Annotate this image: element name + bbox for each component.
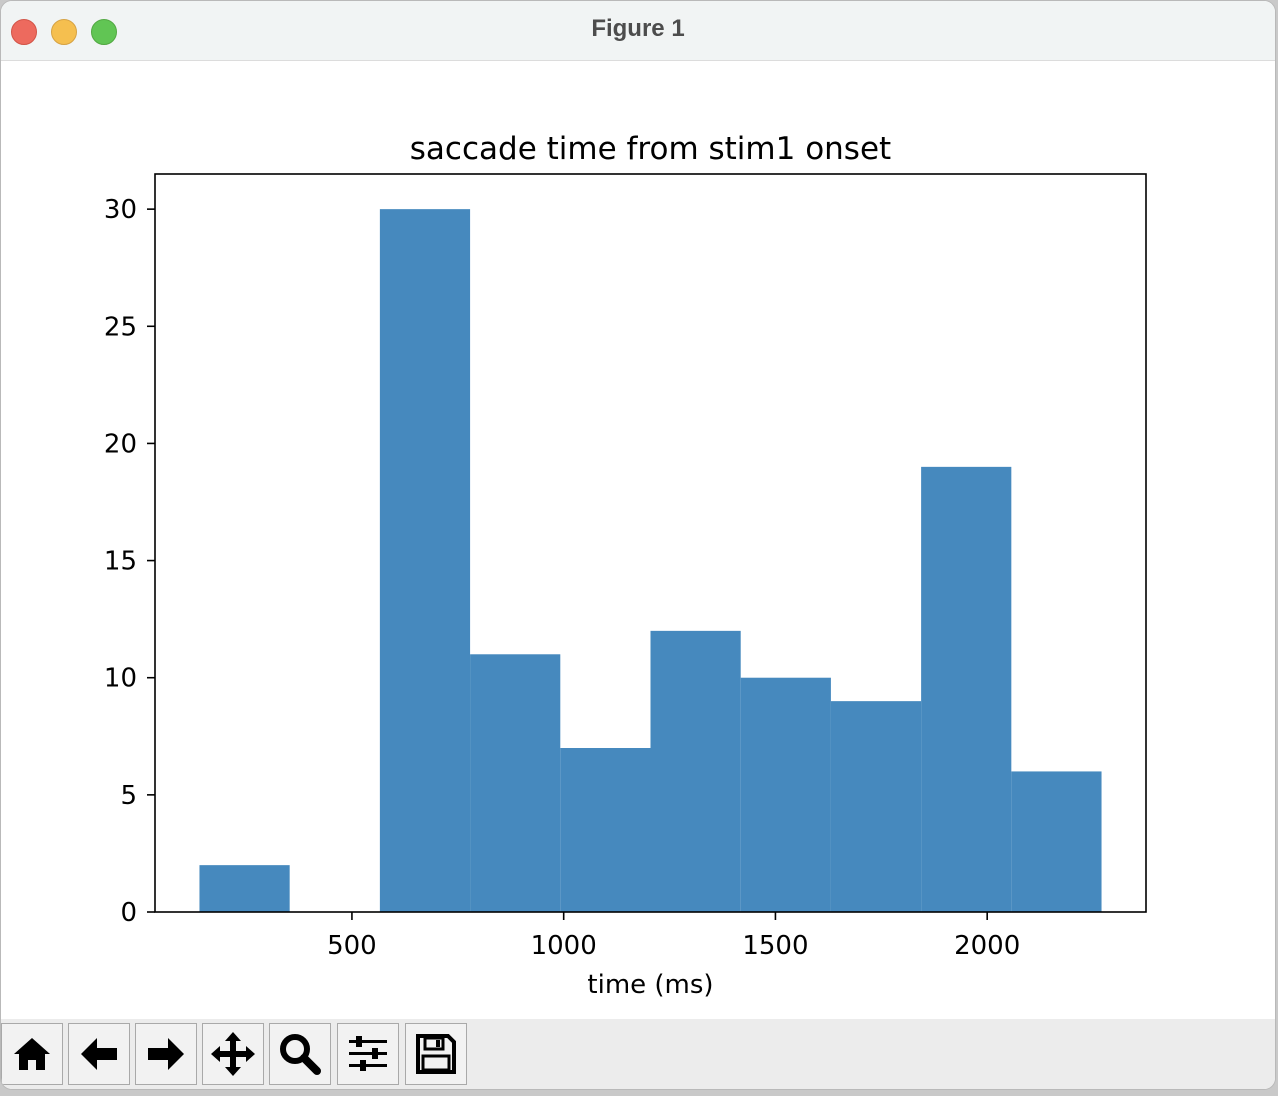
configure-subplots-button[interactable] bbox=[337, 1023, 399, 1085]
histogram-bar bbox=[830, 701, 922, 912]
x-axis-label: time (ms) bbox=[587, 970, 713, 1000]
zoom-button[interactable] bbox=[269, 1023, 331, 1085]
plot-frame bbox=[154, 173, 1147, 913]
x-tick-label: 1000 bbox=[531, 931, 597, 961]
x-tick-label: 500 bbox=[327, 931, 377, 961]
forward-button[interactable] bbox=[135, 1023, 197, 1085]
histogram-bar bbox=[740, 677, 831, 912]
histogram-bar bbox=[560, 748, 651, 912]
floppy-disk-icon bbox=[416, 1034, 456, 1074]
y-tick-label: 5 bbox=[120, 781, 137, 811]
window-title: Figure 1 bbox=[591, 15, 685, 42]
magnifier-icon bbox=[280, 1034, 321, 1075]
title-bar: Figure 1 bbox=[1, 1, 1275, 61]
histogram-bar bbox=[1011, 771, 1102, 912]
save-button[interactable] bbox=[405, 1023, 467, 1085]
home-button[interactable] bbox=[1, 1023, 63, 1085]
arrow-left-icon bbox=[81, 1038, 117, 1070]
navigation-toolbar bbox=[1, 1019, 1275, 1089]
x-tick-label: 1500 bbox=[742, 931, 808, 961]
figure-canvas: 500 1000 1500 2000 0 5 10 15 20 25 30 saccade time … bbox=[1, 61, 1275, 1019]
y-tick-label: 30 bbox=[104, 195, 137, 225]
histogram-bar bbox=[470, 654, 561, 912]
chart-title: saccade time from stim1 onset bbox=[410, 131, 891, 167]
home-icon bbox=[14, 1038, 50, 1070]
minimize-window-button[interactable] bbox=[51, 19, 77, 45]
y-tick-label: 0 bbox=[120, 898, 137, 928]
maximize-window-button[interactable] bbox=[91, 19, 117, 45]
histogram-bar bbox=[650, 630, 741, 912]
arrow-right-icon bbox=[148, 1038, 184, 1070]
histogram-bar bbox=[921, 466, 1012, 912]
y-tick-label: 15 bbox=[104, 547, 137, 577]
pan-button[interactable] bbox=[202, 1023, 264, 1085]
y-tick-label: 20 bbox=[104, 429, 137, 459]
x-tick-label: 2000 bbox=[954, 931, 1020, 961]
back-button[interactable] bbox=[68, 1023, 130, 1085]
histogram-bar bbox=[379, 209, 471, 913]
y-tick-label: 25 bbox=[104, 312, 137, 342]
move-icon bbox=[211, 1032, 255, 1076]
y-tick-label: 10 bbox=[104, 664, 137, 694]
histogram-bar bbox=[199, 865, 290, 912]
sliders-icon bbox=[349, 1036, 387, 1071]
close-window-button[interactable] bbox=[11, 19, 37, 45]
histogram-chart: 500 1000 1500 2000 0 5 10 15 20 25 30 saccade time … bbox=[104, 131, 1147, 1000]
